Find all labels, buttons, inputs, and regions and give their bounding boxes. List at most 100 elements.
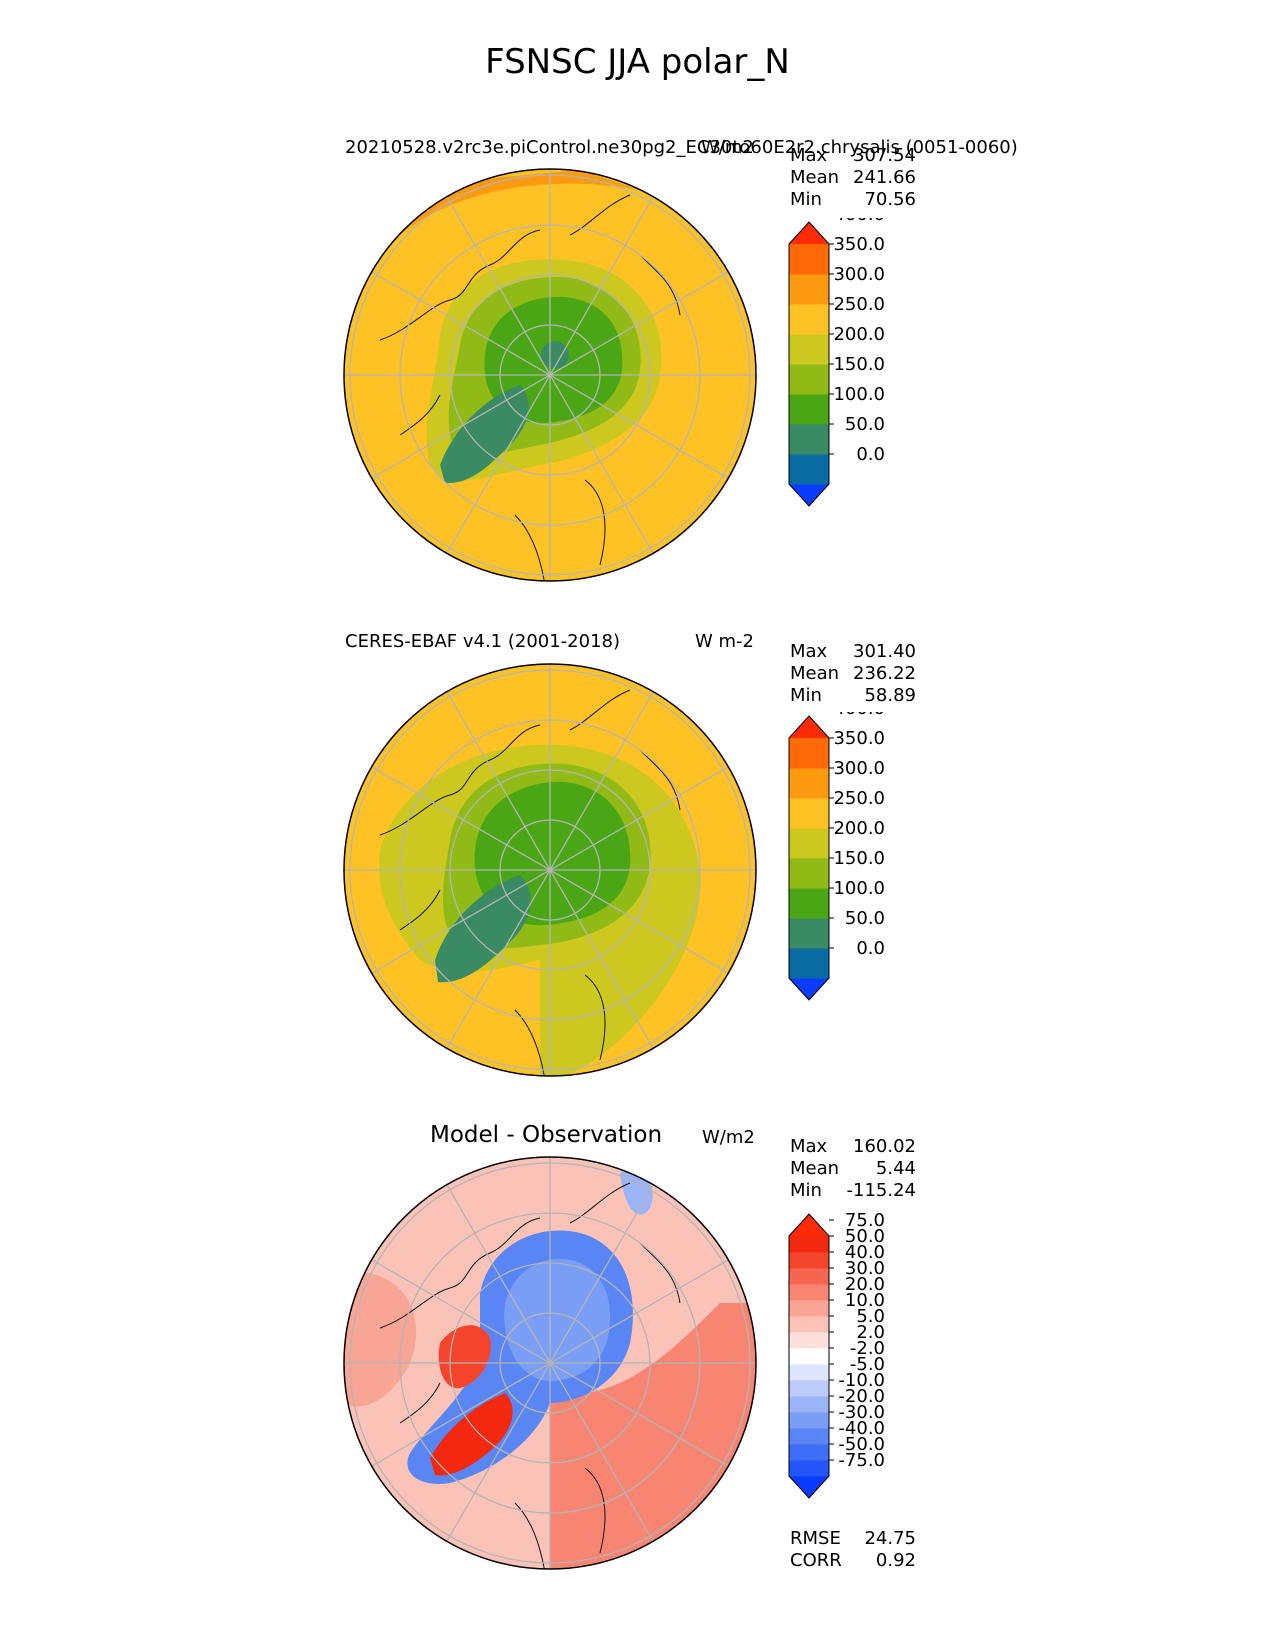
panel-3-colorbar-segment [789,1300,829,1317]
panel-2-mean-label: Mean [790,663,840,684]
panel-3-field-arctic-lightblue [504,1258,611,1381]
panel-1-map-border [343,168,757,582]
panel-2-colorbar-tick-label: 0.0 [856,938,885,959]
panel-2-colorbar-segment [789,798,829,829]
panel-1-min-value: 70.56 [864,189,916,210]
panel-3-rmse-label: RMSE [790,1528,841,1549]
panel-2-colorbar-segment [789,828,829,859]
panel-2-coastline [379,689,681,1076]
panel-2-colorbar-tick-label: 200.0 [833,818,885,839]
panel-3-corr-label: CORR [790,1550,842,1571]
panel-3-mean-value: 5.44 [875,1158,916,1179]
panel-3-colorbar-segment [789,1268,829,1285]
panel-3-colorbar-tick-label: -75.0 [838,1450,885,1471]
panel-3-field-greenland-red [430,1393,513,1476]
panel-1-colorbar-tick-label: 100.0 [833,384,885,405]
panel-3-colorbar-tick-label: -2.0 [850,1338,885,1359]
panel-3-colorbar: -75.0-50.0-40.0-30.0-20.0-10.0-5.0-2.02.… [788,1210,885,1499]
panel-3-colorbar-segment [789,1284,829,1301]
panel-3-colorbar-tick-label: -30.0 [838,1402,885,1423]
panel-1-colorbar-segment [789,274,829,305]
panel-3-colorbar-segment [789,1380,829,1397]
panel-2-colorbar-tick-label: 400.0 [833,712,885,719]
panel-1-colorbar-tick-label: 50.0 [845,414,885,435]
panel-1-colorbar-tick-label: 200.0 [833,324,885,345]
panel-1-polar-map [343,168,757,582]
panel-1-colorbar-tick-label: 300.0 [833,264,885,285]
panel-2-colorbar-extend-min [789,978,829,1000]
panel-1-graticule [344,169,756,581]
panel-1-colorbar-segment [789,334,829,365]
panel-2-colorbar-tick-label: 100.0 [833,878,885,899]
panel-2-max-value: 301.40 [853,641,916,662]
panel-3-colorbar-tick-label: 20.0 [845,1274,885,1295]
panel-3-field-pacific-blue [620,1170,653,1215]
panel-2-title: CERES-EBAF v4.1 (2001-2018) [345,631,621,652]
panel-3-field-archipelago-red [438,1325,491,1389]
panel-2-colorbar-tick-label: 250.0 [833,788,885,809]
panel-2-colorbar-tick-label: 50.0 [845,908,885,929]
panel-2-max-label: Max [790,641,828,662]
panel-1-colorbar-segment [789,394,829,425]
panel-1-field-greenland [440,385,529,484]
figure-title: FSNSC JJA polar_N [485,42,790,82]
panel-3-coastline [379,1182,681,1569]
panel-3-polar-map [343,1156,757,1570]
panel-3-colorbar-tick-label: -50.0 [838,1434,885,1455]
panel-3-colorbar-tick-label: 75.0 [845,1210,885,1231]
panel-1-colorbar-tick-label: 400.0 [833,218,885,225]
panel-2-graticule [344,664,756,1076]
panel-3-colorbar-tick-label: 2.0 [856,1322,885,1343]
panel-3-extra-stats: RMSE 24.75 CORR 0.92 [790,1528,916,1572]
panel-3-colorbar-segment [789,1364,829,1381]
panel-1-max-label: Max [790,145,828,166]
panel-2-units: W m-2 [695,631,755,652]
panel-3-max-value: 160.02 [853,1136,916,1157]
panel-2-colorbar-tick-label: 350.0 [833,728,885,749]
panel-3-colorbar-segment [789,1316,829,1333]
panel-3-colorbar-outline [788,1213,830,1499]
panel-2-mean-value: 236.22 [853,663,916,684]
panel-1-colorbar-segment [789,424,829,455]
panel-1-colorbar-outline [788,221,830,507]
panel-1-max-value: 307.54 [853,145,916,166]
panel-3-colorbar-segment [789,1348,829,1365]
panel-3-colorbar-tick-label: -10.0 [838,1370,885,1391]
panel-3-mean-label: Mean [790,1158,840,1179]
panel-3-colorbar-tick-label: -5.0 [850,1354,885,1375]
panel-3-colorbar-segment [789,1444,829,1461]
panel-2-colorbar-segment [789,948,829,979]
panel-1-title: 20210528.v2rc3e.piControl.ne30pg2_EC30to… [345,137,1018,158]
panel-3-rmse-value: 24.75 [864,1528,916,1549]
panel-3-colorbar-segment [789,1236,829,1253]
panel-1-colorbar: 0.0 50.0 100.0 150.0 200.0 250.0 300.0 350.0 400… [788,218,885,507]
panel-3-map-border [343,1156,757,1570]
panel-2-colorbar-extend-max [789,716,829,738]
panel-1-mean-label: Mean [790,167,840,188]
panel-2-colorbar-segment [789,738,829,769]
panel-3-colorbar-segment [789,1252,829,1269]
panel-1-colorbar-tick-label: 250.0 [833,294,885,315]
panel-3-colorbar-tick-label: 10.0 [845,1290,885,1311]
panel-2-colorbar-outline [788,715,830,1001]
panel-2-colorbar-segment [789,888,829,919]
panel-3-colorbar-extend-min [789,1476,829,1498]
panel-1-coastline [379,194,681,581]
panel-1-colorbar-extend-min [789,484,829,506]
panel-3-title: Model - Observation [430,1122,663,1148]
panel-2-colorbar-tick-label: 300.0 [833,758,885,779]
panel-2-polar-map [343,663,757,1077]
panel-3-colorbar-tick-label: 30.0 [845,1258,885,1279]
panel-1-stats: Max 307.54 Mean 241.66 Min 70.56 [790,145,916,211]
panel-3-corr-value: 0.92 [875,1550,916,1571]
panel-3-min-value: -115.24 [846,1180,916,1201]
panel-3-max-label: Max [790,1136,828,1157]
panel-1-colorbar-tick-label: 0.0 [856,444,885,465]
panel-1-colorbar-tick-label: 150.0 [833,354,885,375]
panel-3-stats: Max 160.02 Mean 5.44 Min -115.24 [790,1136,916,1202]
panel-3-colorbar-tick-label: -20.0 [838,1386,885,1407]
panel-2-field-greenland [435,875,531,983]
panel-3-colorbar-tick-label: 5.0 [856,1306,885,1327]
panel-2-min-label: Min [790,685,822,706]
panel-2-stats: Max 301.40 Mean 236.22 Min 58.89 [790,641,916,707]
